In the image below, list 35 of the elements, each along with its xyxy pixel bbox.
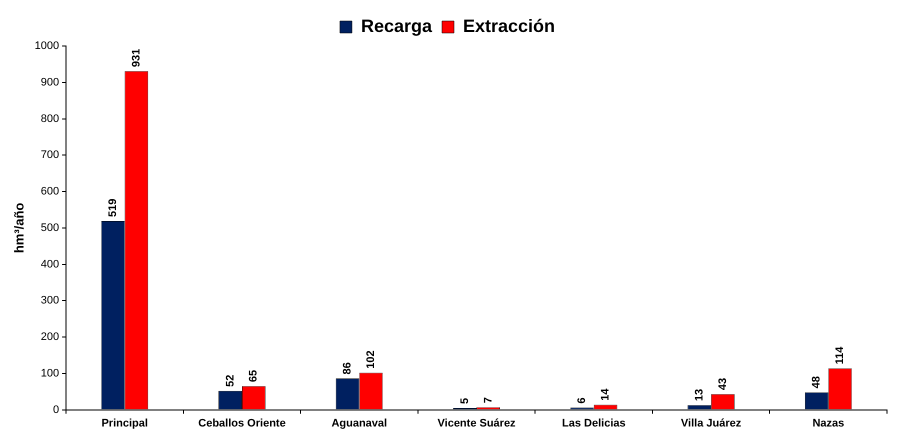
- y-tick-label: 0: [52, 404, 60, 416]
- x-tick-label: Villa Juárez: [680, 417, 742, 430]
- y-tick-label: 800: [40, 112, 60, 125]
- y-tick-label: 1000: [34, 40, 60, 52]
- data-label: 14: [600, 388, 612, 401]
- y-tick-label: 900: [40, 76, 60, 88]
- y-tick-label: 500: [40, 222, 60, 234]
- data-label: 65: [248, 370, 260, 382]
- data-label: 86: [342, 362, 354, 375]
- y-tick-label: 700: [40, 149, 60, 162]
- legend-label: Extracción: [463, 16, 556, 36]
- x-tick-label: Vicente Suárez: [438, 417, 516, 430]
- y-axis-title: hm³/año: [11, 202, 26, 254]
- y-tick-label: 400: [40, 258, 60, 270]
- data-label: 6: [576, 397, 588, 404]
- data-label: 43: [716, 378, 729, 390]
- y-tick-label: 300: [40, 294, 60, 307]
- data-label: 114: [834, 346, 846, 364]
- x-tick-label: Aguanaval: [331, 417, 388, 430]
- data-label: 519: [107, 198, 120, 217]
- y-tick-label: 600: [40, 186, 60, 198]
- data-label: 102: [365, 350, 378, 369]
- y-tick-label: 200: [40, 331, 60, 344]
- legend-label: Recarga: [360, 16, 433, 36]
- y-tick-label: 100: [40, 367, 60, 380]
- data-label: 48: [810, 376, 823, 388]
- data-label: 931: [130, 48, 142, 68]
- x-tick-label: Principal: [101, 417, 148, 430]
- data-label: 13: [693, 388, 706, 402]
- x-tick-label: Nazas: [812, 417, 844, 430]
- data-label: 5: [458, 398, 471, 404]
- data-label: 7: [482, 397, 494, 404]
- x-tick-label: Ceballos Oriente: [198, 417, 286, 430]
- x-tick-label: Las Delicias: [562, 417, 626, 430]
- data-label: 52: [224, 374, 236, 387]
